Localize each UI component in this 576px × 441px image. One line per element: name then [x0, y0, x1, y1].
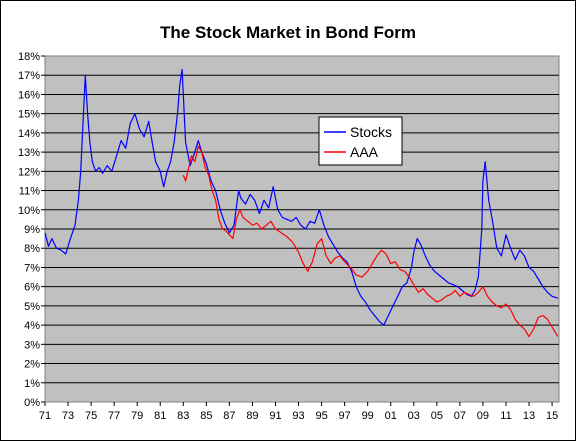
x-tick-label: 93 — [292, 410, 304, 422]
y-tick-label: 16% — [18, 89, 40, 101]
legend-label-stocks: Stocks — [350, 124, 392, 140]
x-tick-label: 87 — [223, 410, 235, 422]
y-tick-label: 4% — [24, 320, 40, 332]
y-tick-label: 6% — [24, 282, 40, 294]
y-tick-label: 1% — [24, 378, 40, 390]
x-tick-label: 77 — [108, 410, 120, 422]
y-tick-label: 2% — [24, 359, 40, 371]
y-tick-label: 17% — [18, 70, 40, 82]
x-tick-label: 89 — [246, 410, 258, 422]
x-tick-label: 15 — [546, 410, 558, 422]
y-tick-label: 15% — [18, 109, 40, 121]
y-tick-label: 18% — [18, 51, 40, 63]
x-tick-label: 11 — [500, 410, 511, 422]
x-tick-label: 79 — [131, 410, 143, 422]
x-tick-label: 13 — [523, 410, 535, 422]
legend-label-aaa: AAA — [350, 144, 379, 160]
series-line-aaa — [182, 145, 559, 338]
x-tick-label: 99 — [362, 410, 374, 422]
y-tick-label: 9% — [24, 224, 40, 236]
y-tick-label: 10% — [18, 205, 40, 217]
legend-box — [318, 116, 403, 166]
y-tick-label: 8% — [24, 243, 40, 255]
legend: Stocks AAA — [318, 116, 403, 166]
x-tick-label: 71 — [39, 410, 51, 422]
y-tick-label: 11% — [19, 186, 40, 198]
y-tick-label: 7% — [24, 262, 40, 274]
x-tick-label: 01 — [385, 410, 397, 422]
x-tick-label: 05 — [431, 410, 443, 422]
y-tick-label: 14% — [18, 128, 40, 140]
x-tick-label: 03 — [408, 410, 420, 422]
y-tick-label: 13% — [18, 147, 40, 159]
x-tick-label: 07 — [454, 410, 466, 422]
x-tick-label: 75 — [85, 410, 97, 422]
x-tick-label: 85 — [200, 410, 212, 422]
x-tick-label: 73 — [62, 410, 74, 422]
series-layer — [44, 68, 559, 338]
y-axis-ticks: 0% 1% 2% 3% 4% 5% 6% 7% 8% 9% 10% 11% 12% 13% 14% 15% 16… — [18, 51, 45, 409]
y-tick-label: 0% — [24, 397, 40, 409]
x-tick-label: 83 — [177, 410, 189, 422]
x-tick-label: 81 — [154, 410, 166, 422]
y-tick-label: 12% — [18, 166, 40, 178]
y-tick-label: 3% — [24, 339, 40, 351]
x-tick-label: 97 — [339, 410, 351, 422]
x-tick-label: 09 — [477, 410, 489, 422]
x-tick-label: 95 — [315, 410, 327, 422]
grid-lines — [45, 74, 559, 384]
chart-title: The Stock Market in Bond Form — [160, 23, 416, 42]
series-line-stocks — [44, 68, 558, 326]
x-axis-ticks: 71 73 75 77 79 81 83 85 87 89 91 93 95 97 99 01 03 05 07 09… — [39, 402, 558, 422]
x-tick-label: 91 — [269, 410, 281, 422]
y-tick-label: 5% — [24, 301, 40, 313]
